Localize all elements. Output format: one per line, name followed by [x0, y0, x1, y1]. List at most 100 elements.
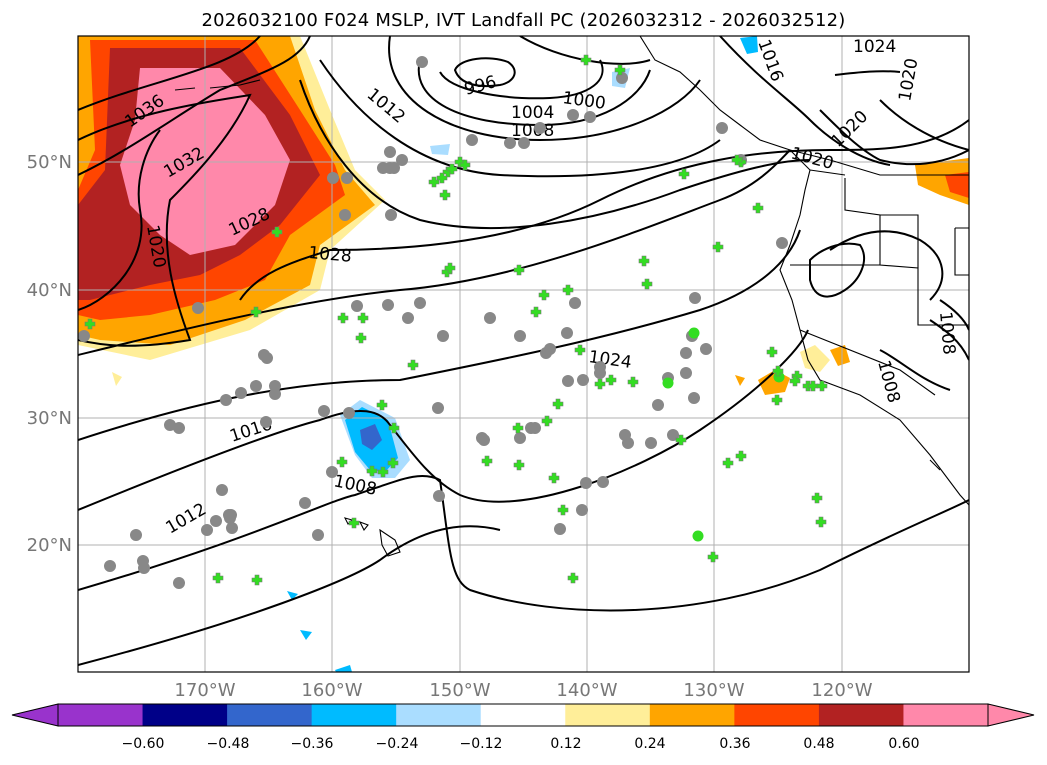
station-marker-cross	[567, 572, 579, 584]
station-marker-circle	[396, 154, 408, 166]
station-marker-circle	[544, 343, 556, 355]
landfall-markers	[78, 54, 828, 589]
station-marker-circle	[580, 477, 592, 489]
station-marker-solid	[662, 377, 674, 389]
station-marker-cross	[513, 264, 525, 276]
station-marker-cross	[815, 516, 827, 528]
station-marker-cross	[722, 457, 734, 469]
station-marker-cross	[376, 399, 388, 411]
coastlines	[174, 36, 969, 557]
station-marker-cross	[251, 574, 263, 586]
station-marker-circle	[78, 330, 90, 342]
station-marker-circle	[534, 122, 546, 134]
station-marker-solid	[692, 530, 704, 542]
station-marker-cross	[250, 306, 262, 318]
colorbar-segment	[903, 704, 989, 726]
isobar-label: 1020	[895, 57, 922, 103]
station-marker-circle	[432, 402, 444, 414]
station-marker-circle	[689, 292, 701, 304]
station-marker-cross	[811, 492, 823, 504]
lon-tick-label: 140°W	[556, 680, 618, 701]
station-marker-circle	[514, 330, 526, 342]
lon-tick-label: 160°W	[301, 680, 363, 701]
lon-tick-label: 130°W	[683, 680, 745, 701]
colorbar-extend-low	[11, 703, 59, 727]
station-marker-cross	[678, 168, 690, 180]
colorbar-segment	[649, 704, 735, 726]
ivt-shading-negative	[287, 36, 758, 672]
colorbar-tick-label: 0.12	[550, 736, 582, 752]
station-marker-circle	[326, 466, 338, 478]
station-marker-circle	[622, 437, 634, 449]
colorbar-tick-label: 0.24	[634, 736, 666, 752]
station-marker-circle	[385, 209, 397, 221]
station-marker-circle	[339, 209, 351, 221]
colorbar-segment	[565, 704, 651, 726]
colorbar-tick-label: −0.36	[290, 736, 334, 752]
station-marker-cross	[594, 378, 606, 390]
station-marker-circle	[716, 122, 728, 134]
lat-tick-label: 30°N	[26, 408, 72, 429]
station-marker-circle	[220, 394, 232, 406]
station-marker-cross	[771, 394, 783, 406]
station-marker-cross	[735, 450, 747, 462]
station-marker-circle	[514, 432, 526, 444]
station-marker-cross	[512, 422, 524, 434]
station-marker-cross	[731, 154, 743, 166]
station-marker-cross	[712, 241, 724, 253]
station-marker-circle	[569, 297, 581, 309]
colorbar-segment	[311, 704, 397, 726]
isobar-label: 1008	[935, 311, 959, 356]
station-marker-cross	[446, 163, 458, 175]
station-marker-circle	[210, 515, 222, 527]
station-marker-circle	[416, 56, 428, 68]
station-marker-cross	[336, 456, 348, 468]
colorbar-segment	[734, 704, 820, 726]
lat-tick-label: 20°N	[26, 535, 72, 556]
station-marker-cross	[707, 551, 719, 563]
station-marker-cross	[641, 278, 653, 290]
lon-tick-label: 120°W	[811, 680, 873, 701]
station-marker-cross	[337, 312, 349, 324]
station-marker-cross	[766, 346, 778, 358]
colorbar-segment	[818, 704, 904, 726]
station-marker-cross	[481, 455, 493, 467]
station-marker-circle	[577, 374, 589, 386]
station-marker-cross	[772, 365, 784, 377]
station-marker-circle	[130, 529, 142, 541]
station-marker-circle	[466, 134, 478, 146]
station-marker-circle	[402, 312, 414, 324]
station-marker-cross	[84, 318, 96, 330]
station-marker-cross	[541, 415, 553, 427]
isobar-label: 1000	[561, 88, 607, 114]
station-marker-circle	[382, 299, 394, 311]
station-marker-circle	[341, 172, 353, 184]
station-marker-circle	[554, 523, 566, 535]
colorbar-extend-high	[987, 703, 1035, 727]
station-marker-cross	[387, 457, 399, 469]
station-marker-cross	[614, 64, 626, 76]
station-marker-circle	[260, 416, 272, 428]
station-marker-circle	[351, 300, 363, 312]
station-marker-circle	[529, 422, 541, 434]
isobar-label: 1028	[308, 243, 353, 267]
station-marker-circle	[680, 367, 692, 379]
station-marker-circle	[561, 327, 573, 339]
station-marker-cross	[407, 359, 419, 371]
station-marker-circle	[484, 312, 496, 324]
station-marker-circle	[433, 490, 445, 502]
station-marker-cross	[627, 376, 639, 388]
colorbar-segment	[227, 704, 313, 726]
station-marker-cross	[513, 459, 525, 471]
isobar-label: 1024	[587, 347, 633, 373]
colorbar-tick-label: −0.48	[206, 736, 250, 752]
station-marker-circle	[437, 330, 449, 342]
station-marker-circle	[680, 347, 692, 359]
colorbar	[11, 703, 1035, 727]
station-marker-circle	[776, 237, 788, 249]
station-marker-cross	[348, 517, 360, 529]
station-marker-cross	[557, 504, 569, 516]
colorbar-segment	[58, 704, 144, 726]
station-marker-circle	[504, 137, 516, 149]
